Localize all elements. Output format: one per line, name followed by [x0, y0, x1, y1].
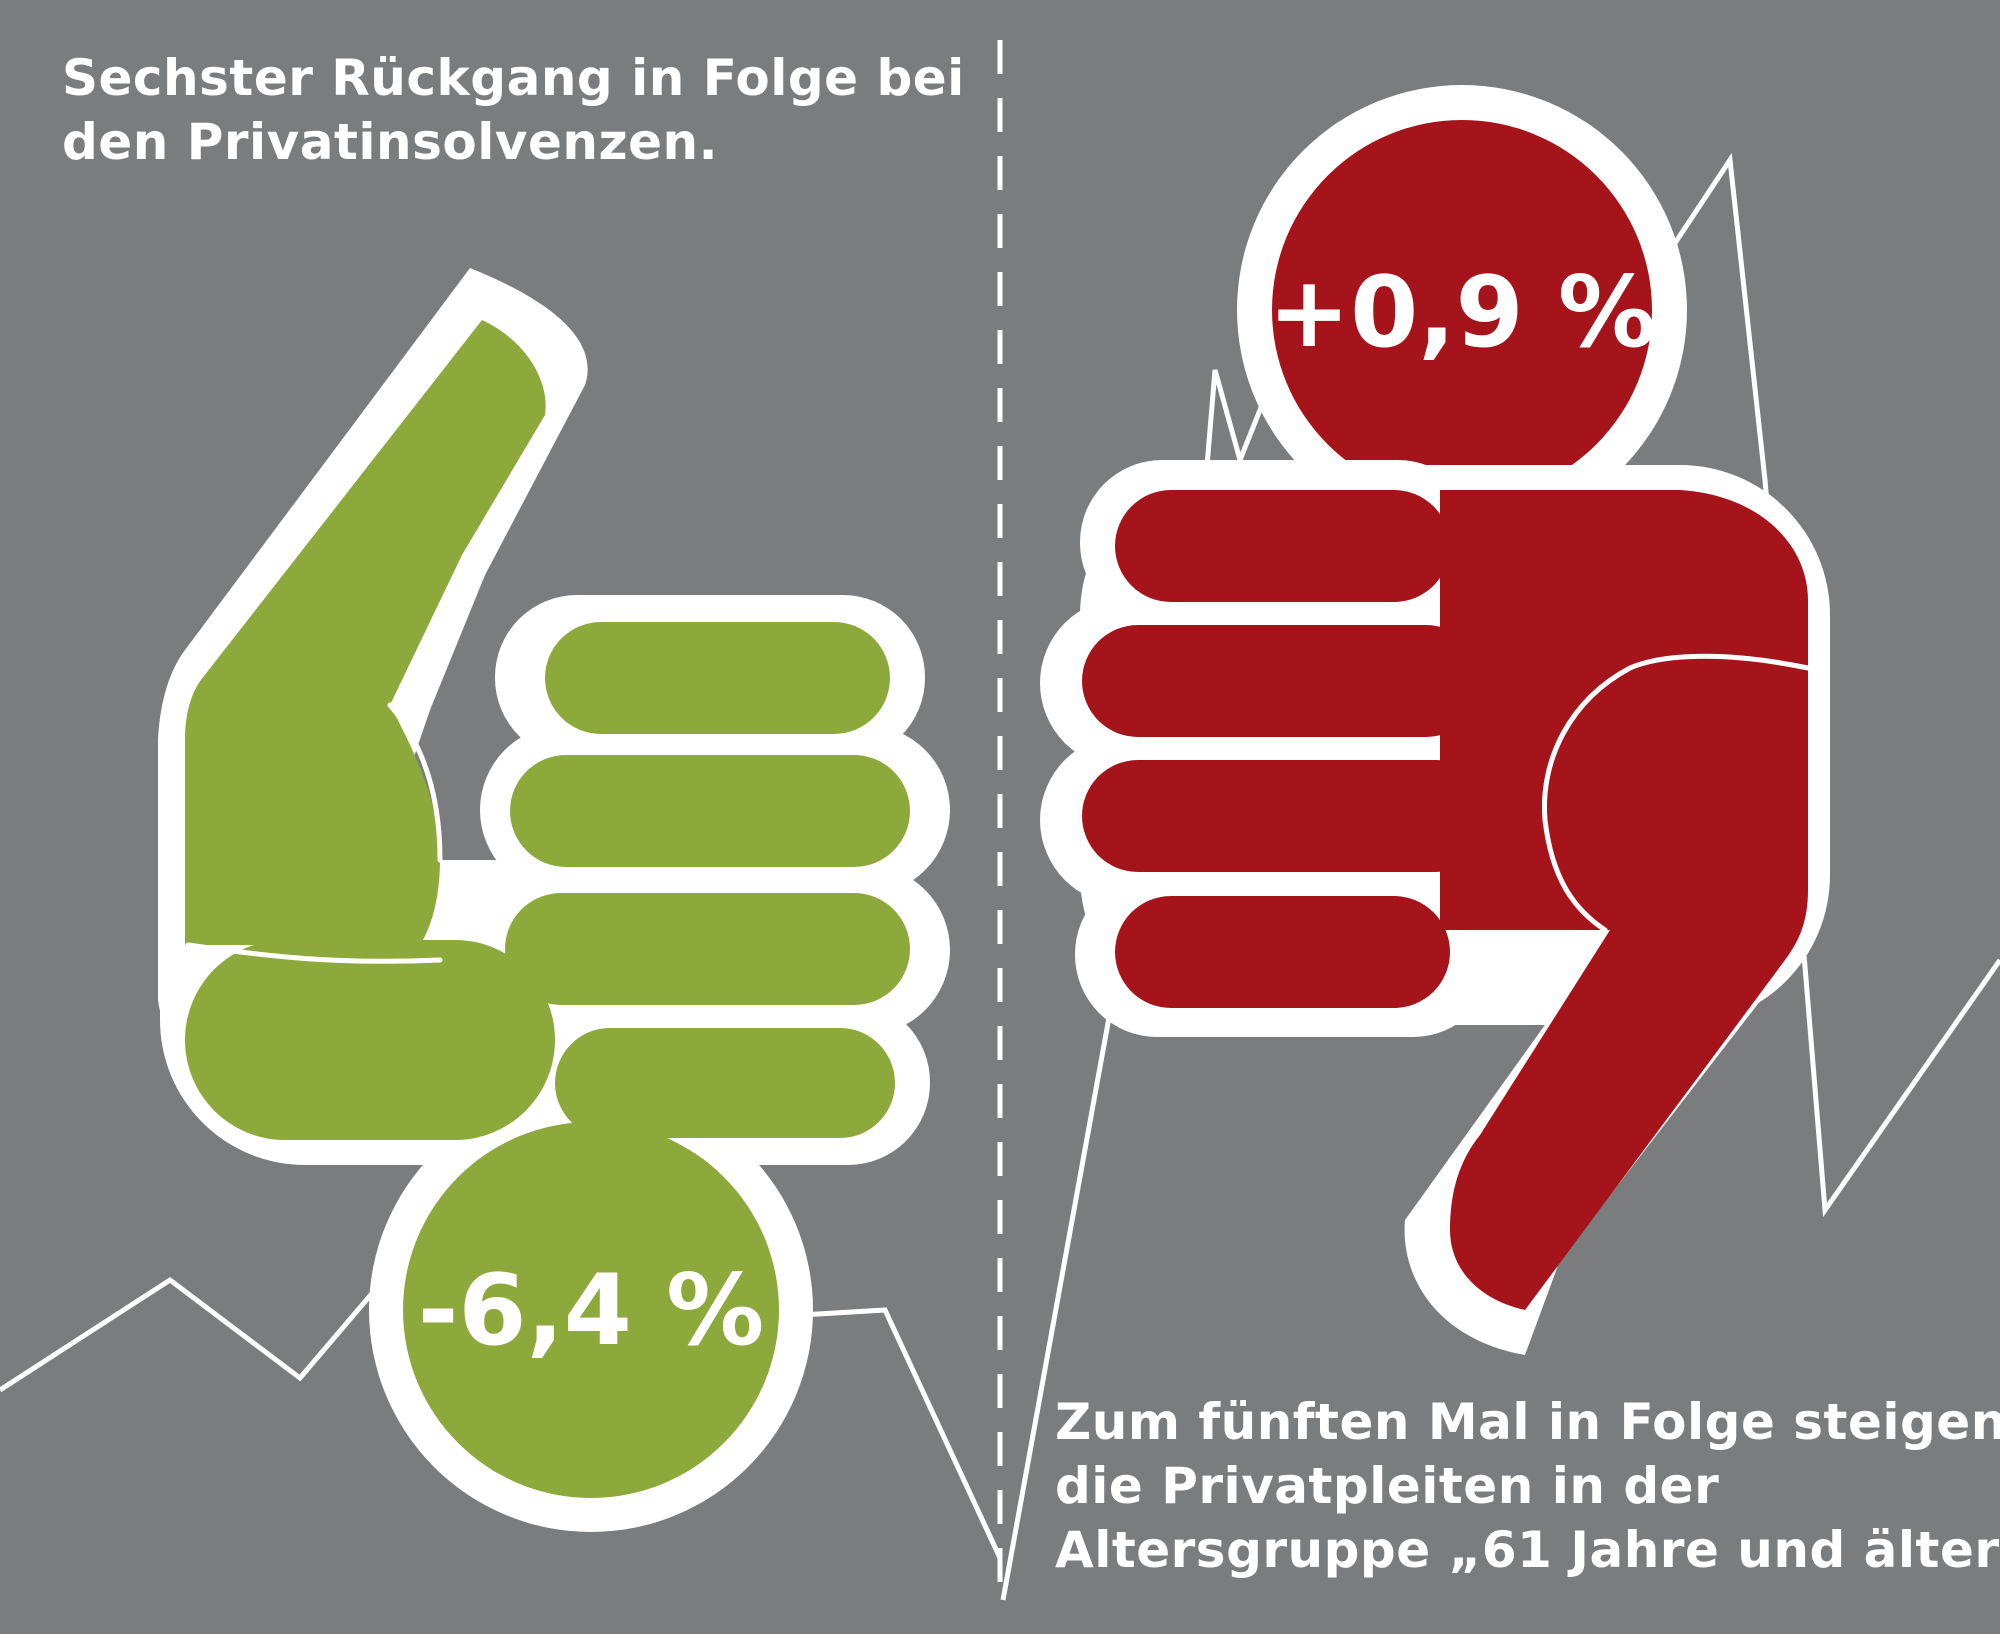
left-caption-line: Sechster Rückgang in Folge bei — [62, 49, 965, 107]
right-caption: Zum fünften Mal in Folge steigen die Pri… — [1055, 1390, 2000, 1582]
right-caption-line: Altersgruppe „61 Jahre und älter“. — [1055, 1521, 2000, 1579]
right-caption-line: die Privatpleiten in der — [1055, 1457, 1720, 1515]
left-caption-line: den Privatinsolvenzen. — [62, 113, 719, 171]
thumbs-up-icon — [158, 268, 950, 1532]
thumbs-down-icon — [1040, 85, 1830, 1355]
left-caption: Sechster Rückgang in Folge bei den Priva… — [62, 46, 965, 174]
right-percentage: +0,9 % — [1267, 256, 1657, 370]
left-percentage: -6,4 % — [417, 1254, 765, 1368]
right-caption-line: Zum fünften Mal in Folge steigen — [1055, 1393, 2000, 1451]
